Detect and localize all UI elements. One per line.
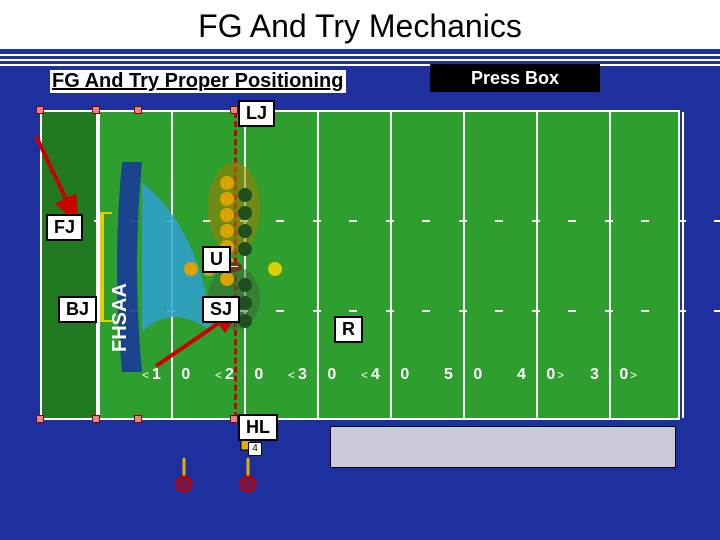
title-underline (0, 51, 720, 66)
page-title: FG And Try Mechanics (0, 0, 720, 49)
page-number: 4 (248, 442, 262, 456)
official-r: R (334, 316, 363, 343)
subtitle: FG And Try Proper Positioning (50, 70, 346, 93)
official-lj: LJ (238, 100, 275, 127)
official-sj: SJ (202, 296, 240, 323)
football-field: FHSAA 1 0<2 0<3 0<4 0<5 04 0>3 0> (40, 110, 680, 420)
official-hl: HL (238, 414, 278, 441)
press-box-label: Press Box (430, 64, 600, 92)
official-u: U (202, 246, 231, 273)
team-box (330, 426, 676, 468)
official-bj: BJ (58, 296, 97, 323)
official-fj: FJ (46, 214, 83, 241)
